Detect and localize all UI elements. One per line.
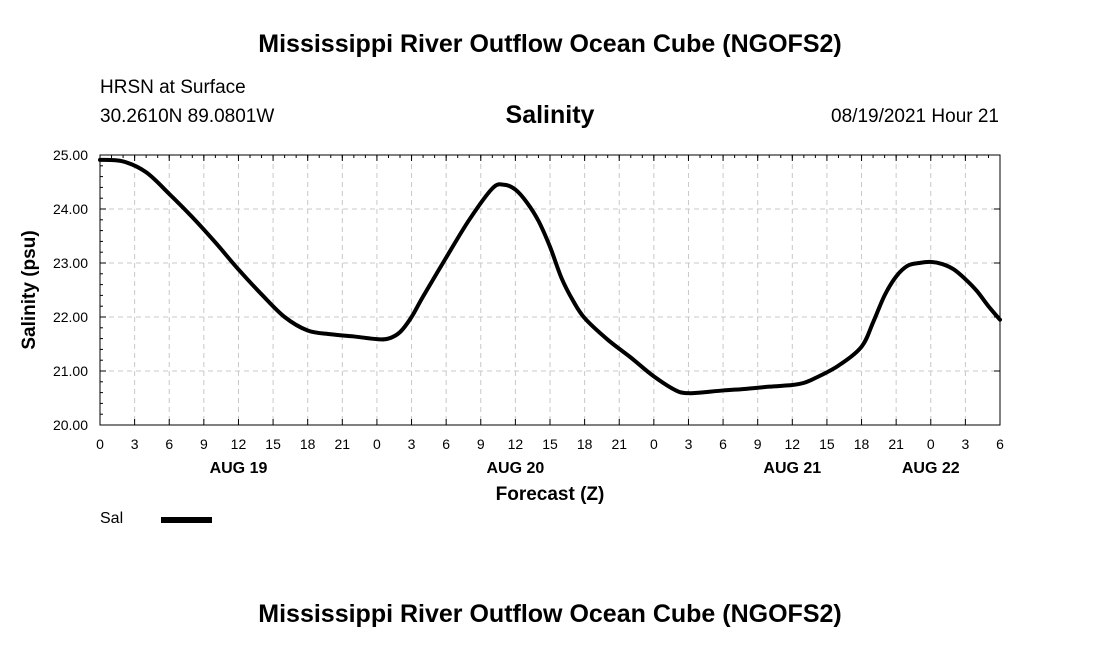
legend-line-sal <box>161 517 212 523</box>
variable-title-text: Salinity <box>505 101 595 129</box>
x-tick-label: 0 <box>650 436 658 452</box>
x-tick-label: 12 <box>231 436 247 452</box>
series-line-sal <box>98 157 1002 396</box>
chart-main-title: Mississippi River Outflow Ocean Cube (NG… <box>258 30 842 58</box>
x-tick-label: 6 <box>719 436 727 452</box>
y-tick-label: 24.00 <box>53 201 88 217</box>
x-tick-label: 21 <box>888 436 904 452</box>
x-tick-label: 9 <box>200 436 208 452</box>
x-tick-label: 3 <box>961 436 969 452</box>
x-tick-label: 12 <box>508 436 524 452</box>
x-tick-label: 21 <box>335 436 351 452</box>
date-label: AUG 20 <box>486 460 544 477</box>
ticks-layer <box>99 154 1001 426</box>
x-tick-label: 3 <box>131 436 139 452</box>
x-tick-label: 3 <box>408 436 416 452</box>
y-tick-label: 22.00 <box>53 309 88 325</box>
x-tick-label: 9 <box>754 436 762 452</box>
x-axis-title: Forecast (Z) <box>496 484 605 505</box>
date-label: AUG 19 <box>210 460 268 477</box>
station-coordinates: 30.2610N 89.0801W <box>100 106 275 127</box>
grid-layer <box>100 155 1000 425</box>
x-tick-label: 3 <box>685 436 693 452</box>
legend-label-sal: Sal <box>100 510 124 527</box>
x-tick-label: 6 <box>996 436 1004 452</box>
y-tick-label: 20.00 <box>53 417 88 433</box>
footer-title: Mississippi River Outflow Ocean Cube (NG… <box>258 600 842 628</box>
y-tick-label: 23.00 <box>53 255 88 271</box>
y-tick-label: 25.00 <box>53 147 88 163</box>
x-tick-label: 0 <box>373 436 381 452</box>
variable-title: Salinity <box>0 101 1100 130</box>
x-tick-label: 15 <box>542 436 558 452</box>
x-tick-label: 15 <box>265 436 281 452</box>
x-tick-label: 6 <box>442 436 450 452</box>
x-tick-label: 9 <box>477 436 485 452</box>
x-tick-label: 18 <box>854 436 870 452</box>
date-label: AUG 21 <box>763 460 821 477</box>
x-tick-label: 0 <box>927 436 935 452</box>
date-label: AUG 22 <box>902 460 960 477</box>
y-axis-title: Salinity (psu) <box>19 230 40 349</box>
x-tick-label: 0 <box>96 436 104 452</box>
x-tick-label: 18 <box>300 436 316 452</box>
x-tick-label: 6 <box>165 436 173 452</box>
forecast-datetime: 08/19/2021 Hour 21 <box>831 106 999 127</box>
x-tick-label: 12 <box>785 436 801 452</box>
x-tick-label: 21 <box>611 436 627 452</box>
y-tick-label: 21.00 <box>53 363 88 379</box>
labels-layer: 0 3 6 9 12 15 18 21 0 3 6 9 12 15 18 21 0 3 6 9 12 15 18 21 0 3 6 2… <box>53 147 1004 477</box>
x-tick-label: 18 <box>577 436 593 452</box>
station-label: HRSN at Surface <box>100 77 246 98</box>
x-tick-label: 15 <box>819 436 835 452</box>
